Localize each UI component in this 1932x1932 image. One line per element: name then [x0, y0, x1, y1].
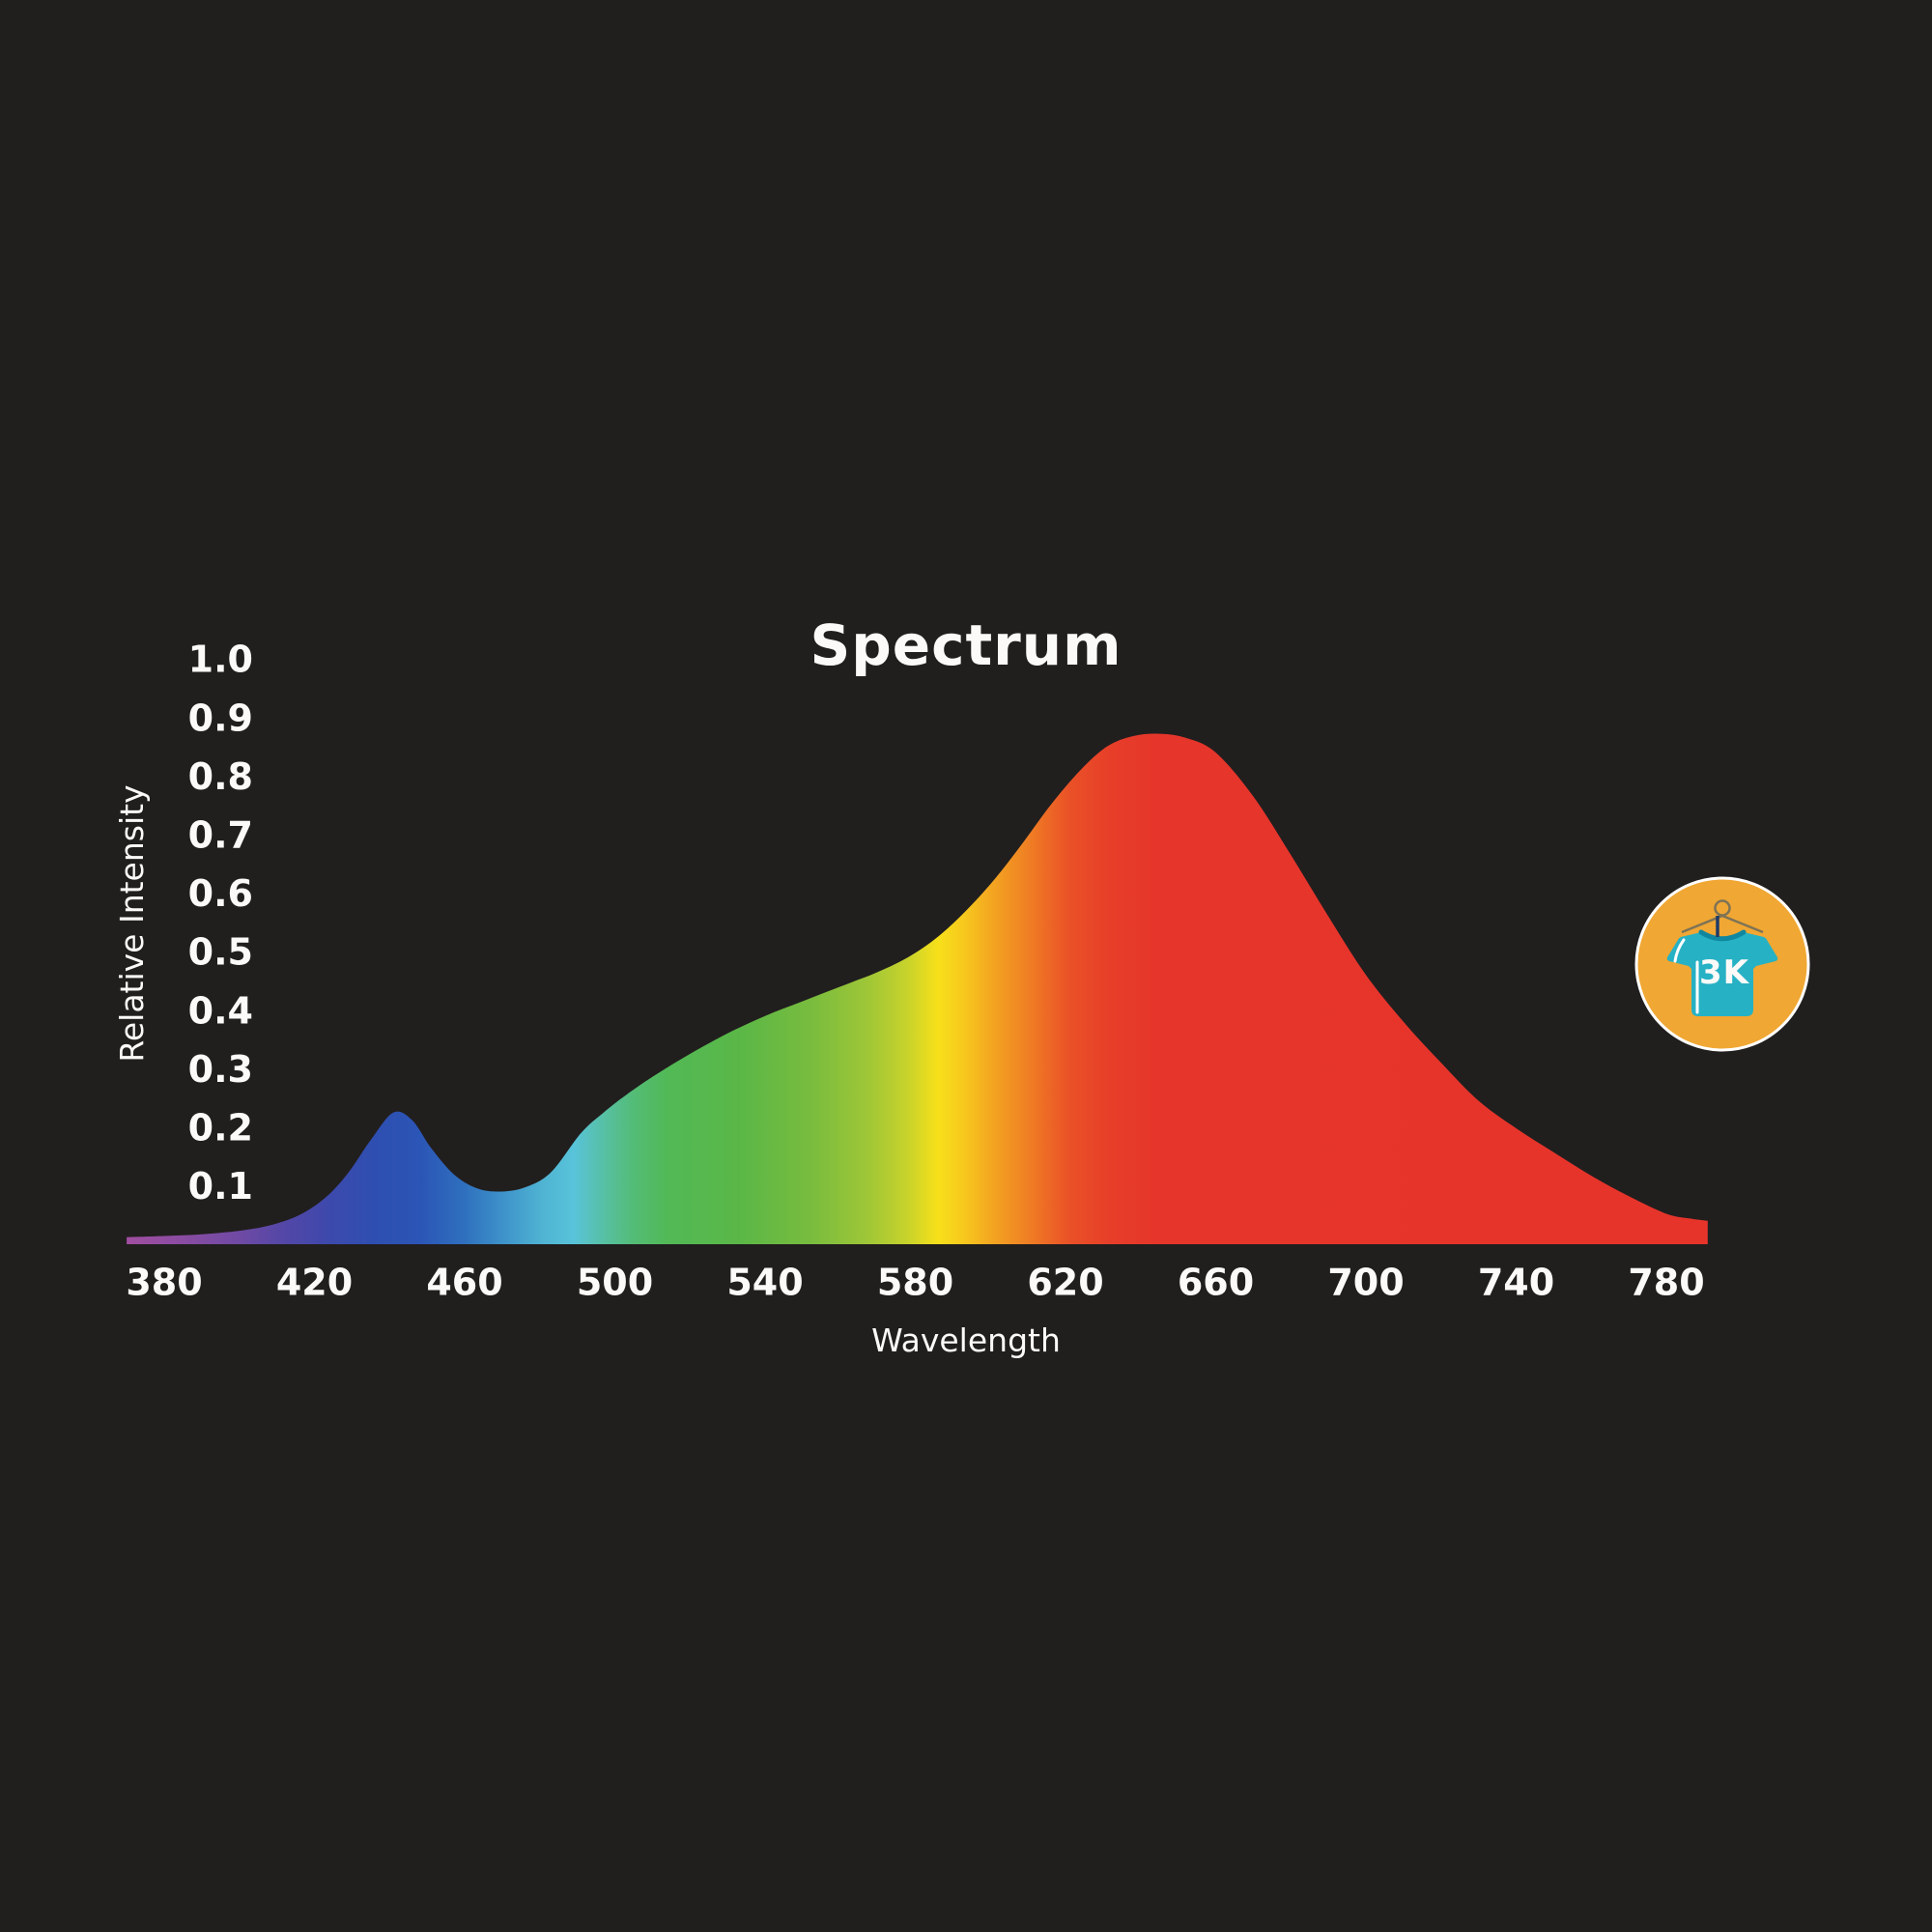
y-axis-title: Relative Intensity	[113, 784, 151, 1062]
x-tick-label-500: 500	[577, 1262, 653, 1304]
y-tick-label-0.5: 0.5	[188, 931, 253, 974]
x-tick-label-700: 700	[1327, 1262, 1404, 1304]
x-tick-label-380: 380	[126, 1262, 202, 1304]
badge-label: 3K	[1699, 953, 1750, 992]
y-tick-label-0.6: 0.6	[188, 872, 253, 915]
x-axis-title: Wavelength	[871, 1321, 1061, 1359]
y-tick-label-0.8: 0.8	[188, 755, 253, 798]
y-tick-label-0.9: 0.9	[188, 696, 253, 739]
x-tick-label-660: 660	[1178, 1262, 1254, 1304]
x-tick-label-420: 420	[276, 1262, 353, 1304]
y-tick-label-0.2: 0.2	[188, 1106, 253, 1149]
spectrum-area-series	[127, 733, 1708, 1244]
chart-title: Spectrum	[810, 612, 1122, 678]
badge-3k: 3K	[1634, 876, 1810, 1052]
x-axis-tick-labels: 380 420 460 500 540 580 620 660 700 740 780	[126, 1262, 1704, 1304]
y-tick-label-0.4: 0.4	[188, 989, 253, 1032]
y-tick-label-0.1: 0.1	[188, 1165, 253, 1208]
x-tick-label-540: 540	[726, 1262, 803, 1304]
y-tick-label-1.0: 1.0	[188, 639, 253, 681]
x-tick-label-740: 740	[1478, 1262, 1554, 1304]
tshirt-icon	[1666, 932, 1778, 1016]
x-tick-label-460: 460	[426, 1262, 502, 1304]
x-tick-label-780: 780	[1628, 1262, 1704, 1304]
y-axis-tick-labels: 1.0 0.9 0.8 0.7 0.6 0.5 0.4 0.3 0.2 0.1	[188, 639, 253, 1208]
x-tick-label-620: 620	[1027, 1262, 1103, 1304]
tshirt-collar	[1698, 929, 1747, 942]
y-tick-label-0.7: 0.7	[188, 813, 253, 856]
hanger-icon	[1681, 899, 1764, 934]
x-tick-label-580: 580	[877, 1262, 953, 1304]
tshirt-highlights	[1673, 938, 1699, 1014]
y-tick-label-0.3: 0.3	[188, 1048, 253, 1091]
